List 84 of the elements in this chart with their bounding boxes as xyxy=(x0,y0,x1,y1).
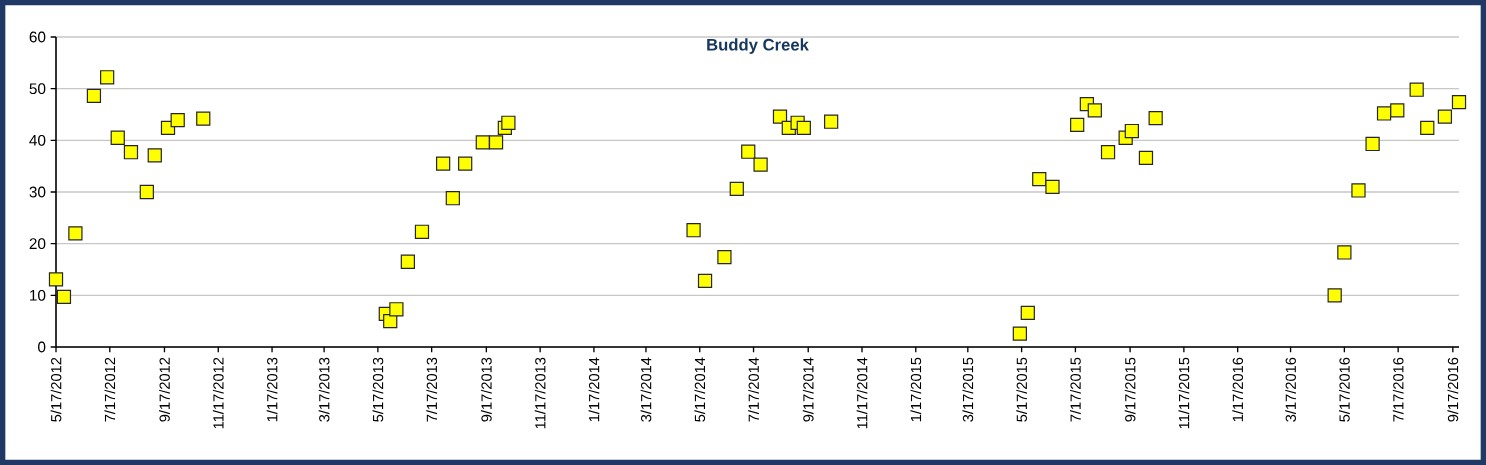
y-tick-label: 30 xyxy=(29,186,46,198)
point xyxy=(1351,183,1366,198)
x-tick-label: 9/17/2013 xyxy=(480,357,492,422)
point xyxy=(445,191,460,206)
y-tick-label: 50 xyxy=(29,83,46,95)
chart-title: Buddy Creek xyxy=(707,38,809,54)
point xyxy=(1327,288,1342,303)
point xyxy=(68,226,83,241)
point xyxy=(1100,145,1116,160)
point xyxy=(1337,245,1352,260)
point xyxy=(1148,110,1163,126)
x-tick-label: 7/17/2014 xyxy=(748,357,759,422)
x-tick-label: 5/17/2013 xyxy=(372,357,384,422)
point xyxy=(686,223,701,238)
point xyxy=(86,88,102,104)
point xyxy=(1409,82,1424,97)
x-tick-label: 9/17/2016 xyxy=(1447,357,1459,422)
point xyxy=(741,144,756,159)
x-tick-label: 9/17/2014 xyxy=(802,357,814,422)
point xyxy=(170,113,185,128)
point xyxy=(796,120,811,136)
point xyxy=(717,249,732,265)
x-tick-label: 1/17/2014 xyxy=(588,357,600,422)
point xyxy=(1045,179,1060,194)
x-tick-label: 7/17/2016 xyxy=(1392,357,1404,422)
point xyxy=(1420,120,1435,136)
x-tick-label: 5/17/2012 xyxy=(50,357,62,422)
point xyxy=(501,115,516,130)
x-tick-label: 1/17/2013 xyxy=(266,357,278,422)
x-tick-label: 5/17/2015 xyxy=(1016,357,1028,422)
point xyxy=(753,157,768,172)
point xyxy=(1032,171,1047,187)
y-tick-label: 60 xyxy=(29,31,46,43)
x-tick-label: 9/17/2015 xyxy=(1124,357,1136,422)
x-tick-label: 3/17/2015 xyxy=(962,357,974,422)
point xyxy=(824,114,839,129)
point xyxy=(389,302,404,317)
x-tick-label: 5/17/2016 xyxy=(1338,357,1350,422)
point xyxy=(48,272,64,287)
x-tick-label: 7/17/2013 xyxy=(426,357,438,422)
x-tick-label: 7/17/2015 xyxy=(1070,357,1081,422)
x-tick-label: 3/17/2016 xyxy=(1285,357,1296,422)
y-tick-label: 40 xyxy=(29,134,46,146)
point xyxy=(1138,150,1154,166)
point xyxy=(1020,305,1035,321)
point xyxy=(1390,103,1405,118)
x-tick-label: 1/17/2015 xyxy=(910,357,922,422)
point xyxy=(729,181,744,197)
point xyxy=(458,156,473,171)
point xyxy=(147,148,162,163)
point xyxy=(56,289,72,305)
x-tick-label: 5/17/2014 xyxy=(694,357,706,422)
point xyxy=(1087,103,1102,118)
point xyxy=(475,135,490,150)
x-tick-label: 9/17/2012 xyxy=(159,357,170,422)
point xyxy=(1365,136,1380,152)
point xyxy=(436,156,451,171)
point xyxy=(1124,123,1139,139)
point xyxy=(100,70,115,85)
point xyxy=(1012,326,1027,341)
point xyxy=(1070,117,1085,132)
point xyxy=(110,130,125,145)
x-tick-label: 7/17/2012 xyxy=(104,357,116,422)
x-tick-label: 11/17/2012 xyxy=(212,357,224,429)
point xyxy=(1451,94,1467,110)
y-tick-label: 20 xyxy=(29,238,46,250)
point xyxy=(123,145,139,160)
point xyxy=(196,111,211,126)
x-tick-label: 3/17/2014 xyxy=(640,357,652,422)
point xyxy=(488,135,504,150)
point xyxy=(1376,106,1392,121)
x-tick-label: 3/17/2013 xyxy=(318,357,330,422)
x-tick-label: 11/17/2013 xyxy=(534,357,546,429)
x-tick-label: 11/17/2015 xyxy=(1178,357,1190,429)
y-tick-label: 0 xyxy=(38,341,46,353)
point xyxy=(139,184,154,200)
x-tick-label: 1/17/2016 xyxy=(1232,357,1244,422)
point xyxy=(697,273,713,288)
point xyxy=(414,224,430,239)
y-tick-label: 10 xyxy=(30,289,46,301)
x-tick-label: 11/17/2014 xyxy=(856,357,868,429)
point xyxy=(400,254,415,269)
point xyxy=(772,109,788,124)
point xyxy=(1437,109,1453,124)
